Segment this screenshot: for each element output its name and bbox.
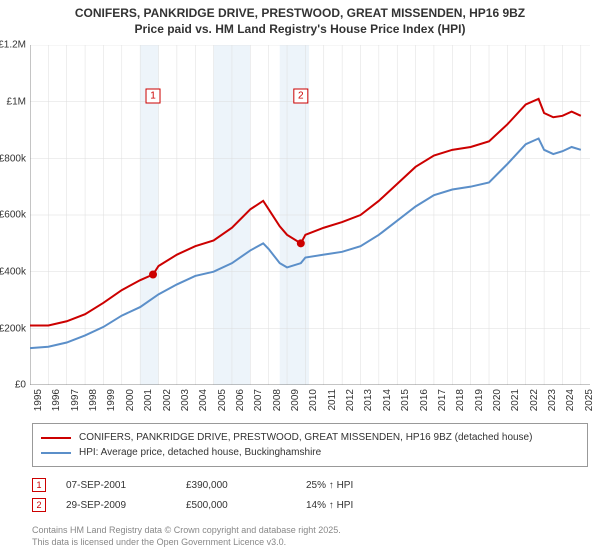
attribution-line-1: Contains HM Land Registry data © Crown c… [32,525,588,537]
x-tick-label: 2007 [253,389,264,411]
attribution: Contains HM Land Registry data © Crown c… [32,525,588,548]
plot-svg: 12 [30,45,590,385]
x-tick-label: 2016 [419,389,430,411]
y-tick-label: £600k [0,210,26,221]
chart-container: CONIFERS, PANKRIDGE DRIVE, PRESTWOOD, GR… [0,0,600,560]
y-tick-label: £0 [15,380,26,391]
title-line-1: CONIFERS, PANKRIDGE DRIVE, PRESTWOOD, GR… [10,6,590,22]
x-tick-label: 2008 [272,389,283,411]
note-row: 2 29-SEP-2009 £500,000 14% ↑ HPI [32,495,588,515]
legend-label: HPI: Average price, detached house, Buck… [79,447,321,458]
x-tick-label: 1999 [106,389,117,411]
x-tick-label: 2014 [382,389,393,411]
x-tick-label: 2004 [198,389,209,411]
data-marker [297,240,305,248]
callout-number: 1 [150,91,156,102]
x-tick-label: 2015 [400,389,411,411]
x-tick-label: 2012 [345,389,356,411]
x-tick-label: 2024 [565,389,576,411]
note-price: £500,000 [186,500,286,511]
note-row: 1 07-SEP-2001 £390,000 25% ↑ HPI [32,475,588,495]
y-tick-label: £1.2M [0,40,26,51]
legend-swatch [41,452,71,454]
x-tick-label: 2002 [162,389,173,411]
chart-area: 12 £0£200k£400k£600k£800k£1M£1.2M1995199… [30,45,590,385]
title-block: CONIFERS, PANKRIDGE DRIVE, PRESTWOOD, GR… [0,0,600,41]
x-tick-label: 2006 [235,389,246,411]
x-tick-label: 2021 [510,389,521,411]
callout-number: 2 [298,91,304,102]
x-tick-label: 2005 [217,389,228,411]
x-tick-label: 1996 [51,389,62,411]
x-tick-label: 2000 [125,389,136,411]
note-delta: 14% ↑ HPI [306,500,406,511]
x-tick-label: 1998 [88,389,99,411]
below-chart: CONIFERS, PANKRIDGE DRIVE, PRESTWOOD, GR… [32,423,588,548]
data-marker [149,271,157,279]
legend-swatch [41,437,71,439]
x-tick-label: 1995 [33,389,44,411]
legend-label: CONIFERS, PANKRIDGE DRIVE, PRESTWOOD, GR… [79,432,532,443]
legend: CONIFERS, PANKRIDGE DRIVE, PRESTWOOD, GR… [32,423,588,467]
x-tick-label: 2011 [327,389,338,411]
x-tick-label: 1997 [70,389,81,411]
note-delta: 25% ↑ HPI [306,480,406,491]
legend-item: CONIFERS, PANKRIDGE DRIVE, PRESTWOOD, GR… [41,430,579,445]
x-tick-label: 2023 [547,389,558,411]
x-tick-label: 2025 [584,389,595,411]
x-tick-label: 2003 [180,389,191,411]
x-tick-label: 2017 [437,389,448,411]
y-tick-label: £200k [0,323,26,334]
x-tick-label: 2018 [455,389,466,411]
x-tick-label: 2022 [529,389,540,411]
x-tick-label: 2010 [308,389,319,411]
note-marker: 2 [32,498,46,512]
title-line-2: Price paid vs. HM Land Registry's House … [10,22,590,38]
x-tick-label: 2019 [474,389,485,411]
x-tick-label: 2001 [143,389,154,411]
note-date: 07-SEP-2001 [66,480,166,491]
y-tick-label: £400k [0,266,26,277]
legend-item: HPI: Average price, detached house, Buck… [41,445,579,460]
note-marker: 1 [32,478,46,492]
x-tick-label: 2020 [492,389,503,411]
x-tick-label: 2013 [363,389,374,411]
transaction-notes: 1 07-SEP-2001 £390,000 25% ↑ HPI 2 29-SEP-200… [32,475,588,515]
note-price: £390,000 [186,480,286,491]
attribution-line-2: This data is licensed under the Open Gov… [32,537,588,549]
y-tick-label: £800k [0,153,26,164]
note-date: 29-SEP-2009 [66,500,166,511]
x-tick-label: 2009 [290,389,301,411]
y-tick-label: £1M [7,96,26,107]
